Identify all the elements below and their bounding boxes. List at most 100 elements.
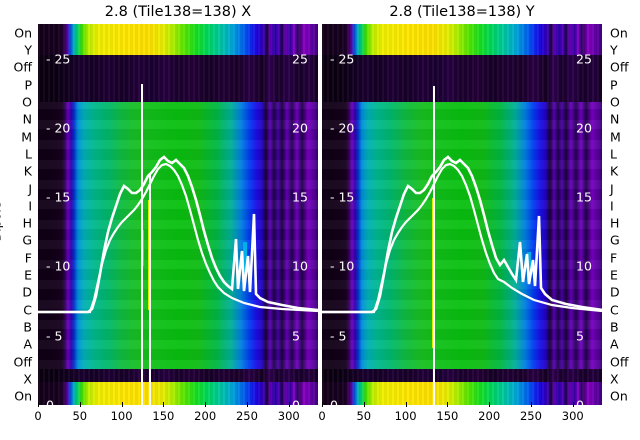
panel-y[interactable]: [322, 24, 602, 405]
y-tick-label: - 10: [46, 258, 71, 274]
y-tick-label: - 5: [46, 328, 63, 344]
y-tick-label: 0: [292, 397, 300, 413]
dipole-tick-o-4: O: [610, 94, 620, 110]
band-bottom-bright: [38, 382, 318, 405]
dipole-tick-l-7: L: [25, 146, 32, 162]
y-tick-label: - 20: [330, 120, 355, 136]
dipole-tick-f-13: F: [610, 250, 618, 266]
dipole-tick-x-20: X: [23, 371, 32, 387]
dipole-tick-b-17: B: [23, 319, 32, 335]
dipole-tick-p-3: P: [24, 77, 32, 93]
x-tick-label: 0: [318, 409, 326, 423]
dipole-tick-g-12: G: [22, 232, 32, 248]
x-tick-mark: [572, 402, 574, 407]
overlay-trace-x: [38, 84, 318, 405]
x-tick-label: 100: [394, 409, 417, 423]
y-tick-label: - 15: [46, 189, 71, 205]
x-tick-mark: [38, 402, 39, 407]
dipole-tick-off-19: Off: [13, 354, 32, 370]
panel-title-left: 2.8 (Tile138=138) X: [104, 4, 252, 20]
dipole-tick-m-6: M: [610, 129, 621, 145]
y-tick-label: - 25: [330, 51, 355, 67]
dipole-tick-o-4: O: [22, 94, 32, 110]
y-tick-label: 5: [576, 328, 584, 344]
band-bottom-bright: [322, 382, 602, 405]
band-main-body: [38, 102, 318, 369]
dipole-tick-a-18: A: [23, 336, 32, 352]
band-top-bright: [322, 24, 602, 55]
panel-x[interactable]: [38, 24, 318, 405]
y-tick-label: 10: [576, 258, 592, 274]
x-tick-label: 50: [356, 409, 372, 423]
dipole-tick-c-16: C: [610, 302, 619, 318]
dipole-tick-j-9: J: [28, 181, 32, 197]
dipole-tick-off-2: Off: [13, 59, 32, 75]
dipole-tick-m-6: M: [21, 129, 32, 145]
y-tick-label: 15: [292, 189, 308, 205]
dipole-tick-k-8: K: [610, 163, 619, 179]
x-tick-mark: [363, 402, 365, 407]
x-tick-label: 200: [478, 409, 501, 423]
band-top-bright: [38, 24, 318, 55]
x-tick-mark: [489, 402, 491, 407]
x-tick-mark: [405, 402, 407, 407]
x-tick-mark: [205, 402, 207, 407]
x-tick-label: 100: [110, 409, 133, 423]
dipole-tick-d-15: D: [610, 284, 620, 300]
dipole-tick-b-17: B: [610, 319, 619, 335]
x-tick-mark: [246, 402, 248, 407]
band-separator-upper: [322, 55, 602, 102]
y-tick-label: 25: [292, 51, 308, 67]
x-tick-mark: [163, 402, 165, 407]
dipole-tick-l-7: L: [610, 146, 617, 162]
band-main-body: [322, 102, 602, 369]
dipole-tick-i-10: I: [28, 198, 32, 214]
dipole-tick-k-8: K: [23, 163, 32, 179]
dipole-labels-left: On Y Off P O N M L K J I H G F E D C B A Off X On: [0, 24, 36, 405]
x-tick-label: 50: [72, 409, 88, 423]
dipole-tick-y-1: Y: [610, 42, 618, 58]
dipole-tick-p-3: P: [610, 77, 618, 93]
y-tick-label: 0: [46, 397, 54, 413]
y-tick-label: - 15: [330, 189, 355, 205]
y-tick-label: 10: [292, 258, 308, 274]
dipole-tick-e-14: E: [610, 267, 618, 283]
y-tick-label: 5: [292, 328, 300, 344]
dipole-tick-n-5: N: [22, 111, 32, 127]
x-tick-label: 200: [194, 409, 217, 423]
x-tick-label: 150: [436, 409, 459, 423]
dipole-tick-h-11: H: [610, 215, 620, 231]
x-tick-label: 300: [277, 409, 300, 423]
y-tick-label: - 20: [46, 120, 71, 136]
overlay-trace-y: [322, 86, 602, 405]
panel-title-right: 2.8 (Tile138=138) Y: [389, 4, 535, 20]
x-tick-mark: [121, 402, 123, 407]
y-tick-label: - 25: [46, 51, 71, 67]
dipole-tick-on-0: On: [14, 25, 32, 41]
y-tick-label: 0: [330, 397, 338, 413]
dipole-tick-off-19: Off: [610, 354, 629, 370]
dipole-tick-on-21: On: [14, 388, 32, 404]
x-tick-label: 0: [34, 409, 42, 423]
dipole-tick-y-1: Y: [24, 42, 32, 58]
x-tick-mark: [288, 402, 290, 407]
dipole-tick-f-13: F: [24, 250, 32, 266]
x-tick-label: 250: [235, 409, 258, 423]
dipole-tick-off-2: Off: [610, 59, 629, 75]
dipole-tick-a-18: A: [610, 336, 619, 352]
x-tick-mark: [530, 402, 532, 407]
cyan-streak: [243, 242, 247, 276]
dipole-tick-e-14: E: [24, 267, 32, 283]
dipole-tick-on-21: On: [610, 388, 628, 404]
dipole-tick-i-10: I: [610, 198, 614, 214]
x-tick-label: 150: [152, 409, 175, 423]
y-tick-label: 20: [292, 120, 308, 136]
dipole-tick-c-16: C: [23, 302, 32, 318]
dipole-labels-right: On Y Off P O N M L K J I H G F E D C B A Off X On: [606, 24, 640, 405]
x-tick-label: 300: [561, 409, 584, 423]
dipole-tick-h-11: H: [22, 215, 32, 231]
dipole-tick-d-15: D: [22, 284, 32, 300]
y-tick-label: - 10: [330, 258, 355, 274]
band-separator-lower: [322, 369, 602, 382]
